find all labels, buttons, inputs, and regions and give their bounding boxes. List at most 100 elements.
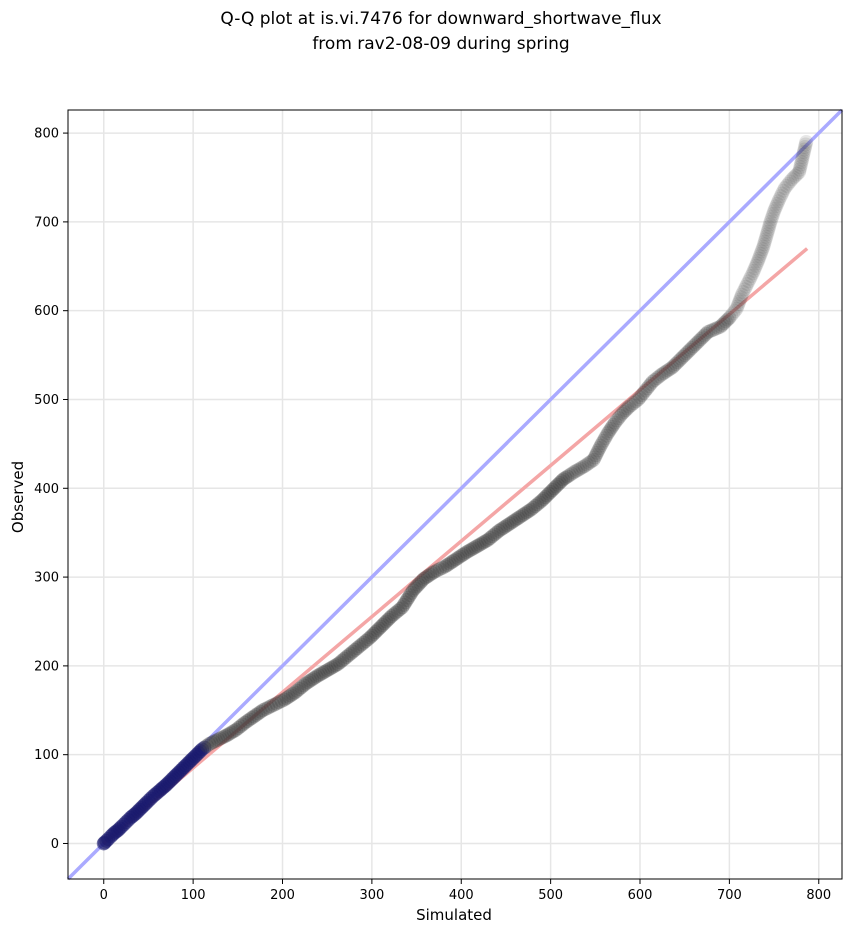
qq-point-interp [382,610,397,625]
qq-point-interp [536,491,551,506]
qq-point-interp [796,145,811,160]
qq-point-interp [771,194,786,209]
qq-point [427,564,442,579]
qq-point-interp [285,686,300,701]
qq-point-interp [666,358,681,373]
qq-point [645,374,660,389]
qq-point-interp [364,628,379,643]
qq-point-interp [493,522,508,537]
qq-point-interp [521,504,536,519]
qq-point-interp [253,704,268,719]
qq-point-interp [496,521,511,536]
qq-point-interp [569,464,584,479]
qq-point-interp [624,397,639,412]
qq-point [513,509,528,524]
qq-point [416,571,431,586]
y-tick-label: 300 [34,571,59,586]
qq-point [700,324,715,339]
qq-point-interp [587,450,602,465]
qq-point-interp [793,157,808,172]
qq-point-interp [393,602,408,617]
qq-point [745,266,760,281]
y-tick-label: 200 [34,659,59,674]
qq-point-interp [758,232,773,247]
qq-point [405,583,420,598]
qq-point-interp [738,279,753,294]
qq-point [740,277,755,292]
qq-point-interp [504,515,519,530]
qq-point-interp [197,740,212,755]
qq-point [237,715,252,730]
qq-point-interp [307,670,322,685]
qq-point-interp [633,390,648,405]
qq-point-interp [311,668,326,683]
qq-point-interp [399,593,414,608]
qq-point-interp [618,403,633,418]
qq-point-interp [517,506,532,521]
qq-point [763,214,778,229]
qq-point-interp [461,543,476,558]
qq-point-interp [485,529,500,544]
qq-point-interp [690,335,705,350]
qq-point-interp [440,558,455,573]
qq-point-interp [588,448,603,463]
y-axis-ticks: 0 100 200 300 400 500 600 700 800 [34,127,68,852]
qq-point [266,697,281,712]
qq-point-interp [541,486,556,501]
qq-point-interp [762,217,777,232]
qq-point-interp [444,555,459,570]
y-tick-label: 0 [51,837,59,852]
qq-point-interp [636,385,651,400]
qq-point-interp [425,566,440,581]
qq-point [622,399,637,414]
qq-point-interp [208,733,223,748]
qq-point-interp [550,477,565,492]
qq-point-interp [335,653,350,668]
qq-point-interp [779,178,794,193]
qq-point [759,227,774,242]
qq-point [631,392,646,407]
qq-point [729,301,744,316]
qq-point-interp [294,680,309,695]
qq-point-interp [732,294,747,309]
qq-point-interp [215,730,230,745]
qq-point-interp [768,201,783,216]
qq-point-interp [558,470,573,485]
qq-point-interp [752,249,767,264]
qq-point-interp [592,441,607,456]
qq-point-interp [761,222,776,237]
qq-point-interp [746,263,761,278]
qq-point-interp [548,479,563,494]
qq-point-interp [446,553,461,568]
qq-point [638,383,653,398]
qq-point-interp [324,660,339,675]
qq-point [395,600,410,615]
qq-point [320,663,335,678]
qq-point-interp [528,499,543,514]
qq-point [220,728,235,743]
qq-point [534,493,549,508]
qq-point-interp [244,711,259,726]
x-tick-label: 100 [181,888,206,903]
qq-point-interp [199,738,214,753]
qq-point [211,732,226,747]
qq-point-interp [741,274,756,289]
qq-point [767,204,782,219]
qq-point-interp [231,721,246,736]
qq-point-interp [720,312,735,327]
qq-point-interp [595,436,610,451]
qq-point-interp [498,519,513,534]
qq-point-interp [547,481,562,496]
qq-point-interp [358,634,373,649]
qq-point-interp [258,701,273,716]
x-tick-label: 0 [100,888,108,903]
qq-point-interp [281,689,296,704]
qq-point-interp [328,658,343,673]
qq-point-interp [656,366,671,381]
qq-point-interp [402,588,417,603]
qq-point-interp [734,290,749,305]
qq-point-interp [249,707,264,722]
qq-point-interp [562,468,577,483]
qq-point-interp [571,462,586,477]
